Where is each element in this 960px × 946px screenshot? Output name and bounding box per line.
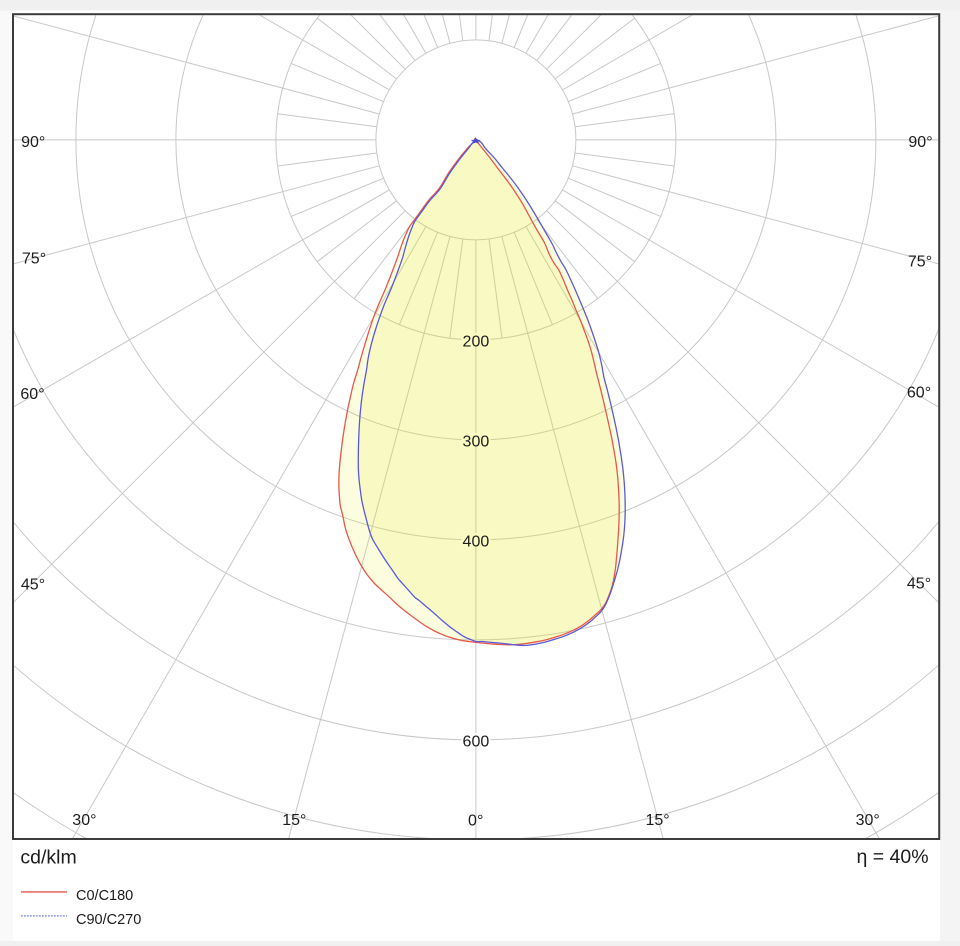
- svg-text:η = 40%: η = 40%: [856, 846, 928, 868]
- svg-text:600: 600: [463, 733, 490, 750]
- svg-text:60°: 60°: [20, 386, 44, 403]
- svg-text:90°: 90°: [21, 134, 45, 151]
- svg-text:15°: 15°: [645, 812, 669, 829]
- svg-text:45°: 45°: [907, 576, 931, 593]
- svg-text:400: 400: [463, 533, 490, 550]
- svg-text:C90/C270: C90/C270: [76, 912, 141, 928]
- svg-text:60°: 60°: [907, 385, 931, 402]
- svg-text:30°: 30°: [856, 812, 880, 829]
- svg-text:0°: 0°: [468, 812, 483, 829]
- svg-text:cd/klm: cd/klm: [20, 847, 76, 869]
- svg-text:300: 300: [463, 433, 490, 450]
- svg-text:C0/C180: C0/C180: [76, 888, 133, 904]
- svg-text:45°: 45°: [21, 577, 45, 594]
- svg-text:90°: 90°: [908, 134, 932, 151]
- svg-text:75°: 75°: [22, 250, 46, 267]
- svg-text:75°: 75°: [908, 253, 932, 270]
- svg-text:200: 200: [463, 333, 490, 350]
- svg-text:30°: 30°: [72, 812, 96, 829]
- svg-text:15°: 15°: [282, 812, 306, 829]
